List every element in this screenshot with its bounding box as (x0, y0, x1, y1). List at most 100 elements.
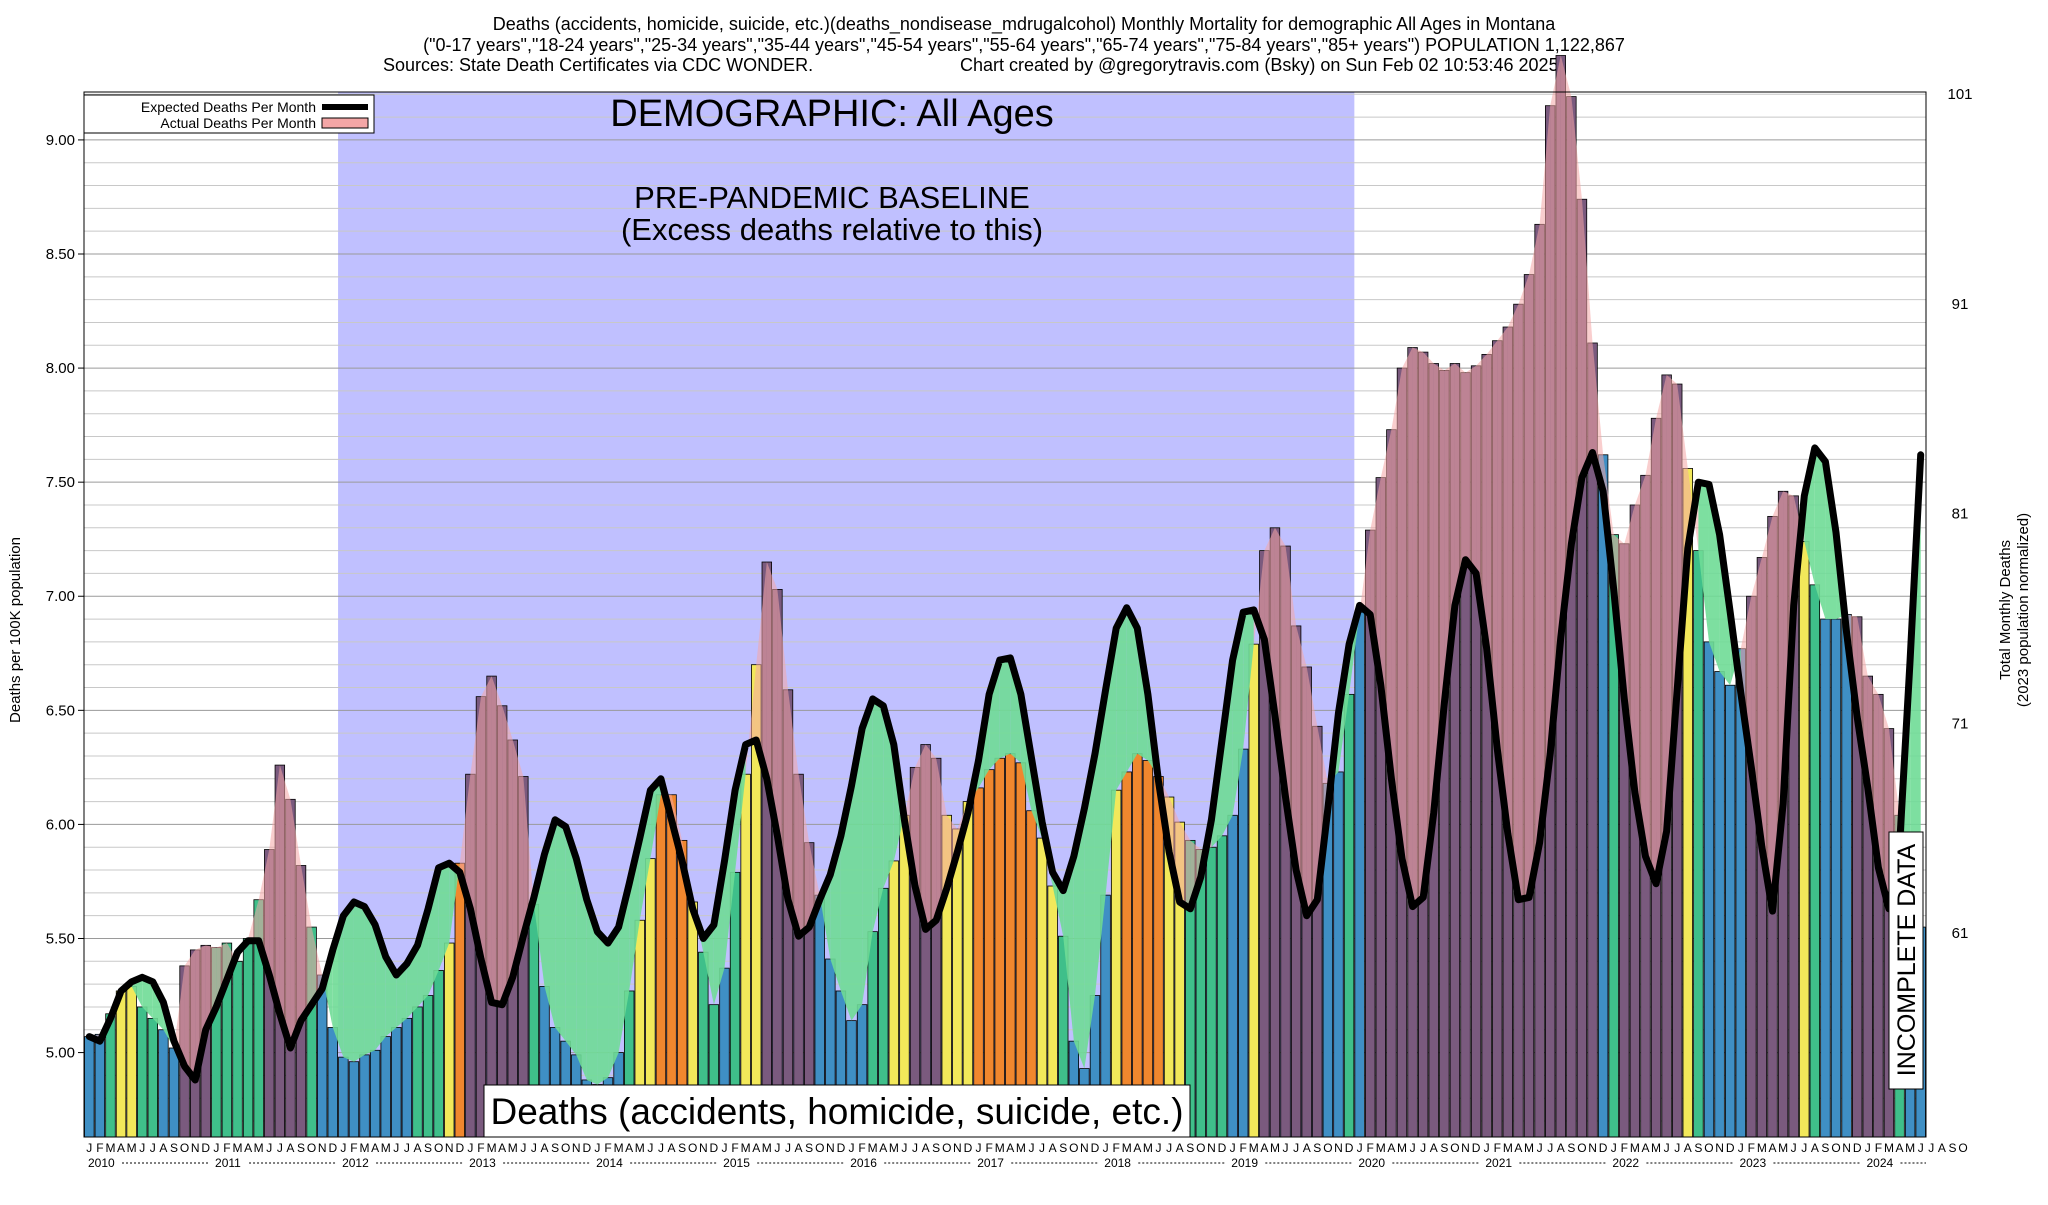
deficit-fill (872, 698, 884, 932)
bar (983, 769, 995, 1138)
x-month-label: A (1768, 1141, 1776, 1155)
bar (444, 942, 455, 1138)
excess-fill (290, 799, 302, 1049)
y-axis-right-label-2: (2023 population normalized) (2015, 513, 2032, 707)
x-month-label: J (1547, 1141, 1553, 1155)
x-month-label: A (1514, 1141, 1522, 1155)
x-month-label: J (901, 1141, 907, 1155)
x-month-label: D (1726, 1141, 1735, 1155)
deficit-fill (343, 901, 354, 1062)
expected-line-group (85, 444, 1925, 1084)
x-month-label: J (86, 1141, 92, 1155)
x-month-label: N (1715, 1141, 1724, 1155)
excess-fill (491, 676, 503, 1005)
excess-fill (1518, 274, 1530, 900)
x-month-label: J (1537, 1141, 1543, 1155)
bar (1724, 684, 1736, 1138)
x-month-label: O (815, 1141, 824, 1155)
deficit-fill (586, 899, 598, 1085)
y-tick-label: 6.50 (46, 702, 75, 719)
deficit-fill (449, 863, 460, 944)
excess-fill (301, 865, 312, 1021)
bar (115, 990, 127, 1138)
deficit-fill (1063, 856, 1074, 1042)
excess-fill (502, 705, 513, 1005)
x-month-label: O (1958, 1141, 1967, 1155)
bar (1714, 671, 1725, 1138)
excess-fill (1634, 475, 1646, 857)
x-month-label: S (297, 1141, 305, 1155)
y-right-tick-label: 81 (1952, 506, 1969, 523)
excess-fill (1857, 616, 1868, 788)
expected-line (85, 444, 1925, 1084)
deficit-fill (555, 819, 566, 1042)
x-month-label: O (1450, 1141, 1459, 1155)
bar (1830, 618, 1842, 1138)
x-year-label: 2010 (88, 1156, 115, 1170)
bar (1206, 846, 1217, 1138)
x-month-label: F (96, 1141, 103, 1155)
x-month-label: J (647, 1141, 653, 1155)
deficit-fill (565, 826, 577, 1055)
bar (369, 1049, 381, 1138)
x-month-label: A (1260, 1141, 1268, 1155)
x-month-label: D (1853, 1141, 1862, 1155)
deficit-fill (417, 908, 429, 1007)
x-month-label: J (1738, 1141, 1744, 1155)
deficit-fill (608, 927, 619, 1078)
x-year-label: 2012 (342, 1156, 369, 1170)
x-month-label: A (1430, 1141, 1438, 1155)
x-month-label: J (150, 1141, 156, 1155)
x-month-label: M (868, 1141, 878, 1155)
x-month-label: F (1367, 1141, 1374, 1155)
bar (232, 960, 243, 1138)
x-month-label: M (995, 1141, 1005, 1155)
bar (1015, 762, 1027, 1138)
x-month-label: M (1249, 1141, 1259, 1155)
x-year-label: 2016 (850, 1156, 877, 1170)
bar (1354, 611, 1365, 1138)
x-month-label: J (531, 1141, 537, 1155)
x-year-label: 2020 (1358, 1156, 1385, 1170)
x-year-label: 2015 (723, 1156, 750, 1170)
x-month-label: M (487, 1141, 497, 1155)
x-month-label: J (1156, 1141, 1162, 1155)
x-month-label: F (1494, 1141, 1501, 1155)
x-month-label: N (445, 1141, 454, 1155)
y-right-tick-label: 91 (1952, 296, 1969, 313)
x-month-label: M (105, 1141, 115, 1155)
bar (168, 1047, 180, 1138)
bar (1597, 454, 1609, 1138)
deficit-fill (353, 901, 365, 1062)
x-month-label: N (826, 1141, 835, 1155)
x-month-label: S (1313, 1141, 1321, 1155)
x-month-label: F (1621, 1141, 1628, 1155)
x-month-label: N (191, 1141, 200, 1155)
x-month-label: M (635, 1141, 645, 1155)
bar (137, 1006, 148, 1138)
x-month-label: A (1006, 1141, 1014, 1155)
bar (94, 1033, 106, 1138)
x-year-label: 2017 (977, 1156, 1004, 1170)
x-month-label: M (1397, 1141, 1407, 1155)
x-month-label: F (1748, 1141, 1755, 1155)
excess-fill (1391, 368, 1402, 859)
bar (454, 862, 466, 1138)
x-month-label: M (1651, 1141, 1661, 1155)
deficit-fill (724, 790, 736, 969)
deficit-fill (1698, 482, 1709, 642)
bar (338, 1056, 349, 1138)
excess-fill (1401, 347, 1413, 907)
bar (994, 757, 1005, 1138)
x-month-label: A (1684, 1141, 1692, 1155)
deficit-fill (1243, 609, 1254, 750)
x-month-label: J (277, 1141, 283, 1155)
x-month-label: J (1357, 1141, 1363, 1155)
x-month-label: M (127, 1141, 137, 1155)
x-month-label: O (561, 1141, 570, 1155)
x-year-label: 2019 (1231, 1156, 1258, 1170)
x-month-label: S (805, 1141, 813, 1155)
x-month-label: N (953, 1141, 962, 1155)
bar (1248, 643, 1259, 1138)
x-month-label: M (1884, 1141, 1894, 1155)
